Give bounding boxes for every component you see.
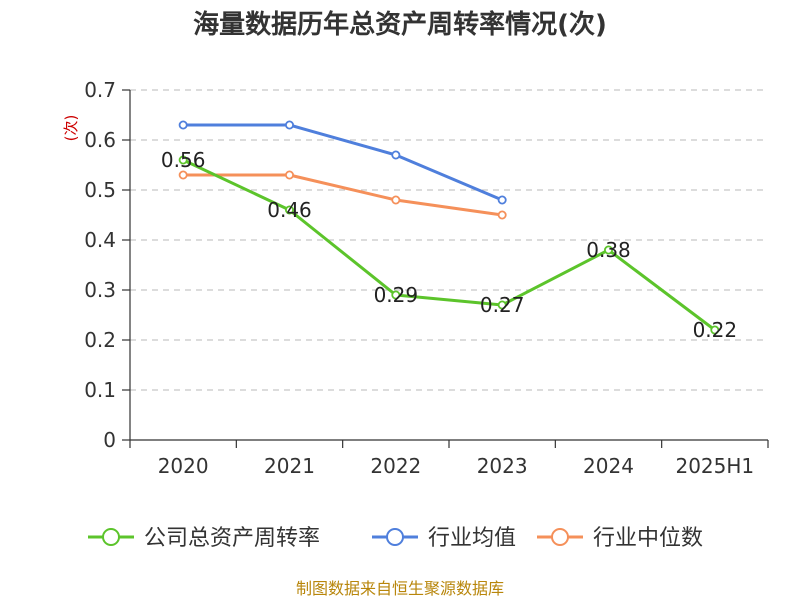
data-point (178, 170, 188, 180)
y-tick-label: 0.7 (84, 78, 116, 102)
y-tick-label: 0.4 (84, 228, 116, 252)
x-tick-label: 2021 (264, 454, 315, 478)
legend-swatch-marker (102, 528, 120, 546)
data-label: 0.38 (586, 238, 631, 262)
y-tick-label: 0.3 (84, 278, 116, 302)
y-tick-label: 0.2 (84, 328, 116, 352)
source-note: 制图数据来自恒生聚源数据库 (296, 579, 504, 598)
y-tick-label: 0.1 (84, 378, 116, 402)
grid (130, 89, 768, 391)
x-tick-label: 2023 (477, 454, 528, 478)
x-tick-label: 2024 (583, 454, 634, 478)
y-tick-label: 0 (103, 428, 116, 452)
y-tick-label: 0.6 (84, 128, 116, 152)
data-point (284, 170, 294, 180)
data-point (284, 205, 294, 215)
x-tick-label: 2025H1 (675, 454, 754, 478)
data-label: 0.29 (374, 283, 419, 307)
data-point (497, 300, 507, 310)
data-point (391, 195, 401, 205)
data-labels: 0.56 0.46 0.29 0.27 0.38 0.22 (161, 148, 737, 342)
data-point (604, 245, 614, 255)
legend-label: 行业均值 (428, 526, 516, 551)
legend-swatch-marker (386, 528, 404, 546)
data-point (391, 290, 401, 300)
series-line (182, 158, 716, 332)
chart-title: 海量数据历年总资产周转率情况(次) (193, 9, 607, 40)
y-tick-labels: 0 0.1 0.2 0.3 0.4 0.5 0.6 0.7 (84, 78, 116, 452)
series-line (183, 173, 503, 217)
legend-label: 公司总资产周转率 (144, 526, 320, 551)
x-tick-label: 2022 (370, 454, 421, 478)
x-tick-label: 2020 (158, 454, 209, 478)
data-point (497, 195, 507, 205)
data-point (284, 120, 294, 130)
x-tick-labels: 2020 2021 2022 2023 2024 2025H1 (158, 454, 754, 478)
data-label: 0.27 (480, 293, 525, 317)
data-point (391, 150, 401, 160)
series-line (183, 123, 503, 202)
legend-swatch-marker (551, 528, 569, 546)
y-axis-label: (次) (62, 115, 80, 142)
data-point (497, 210, 507, 220)
data-point (710, 325, 720, 335)
axes (122, 89, 769, 448)
legend: 公司总资产周转率 行业均值 行业中位数 (88, 526, 703, 551)
data-point (178, 155, 188, 165)
data-point (178, 120, 188, 130)
data-label: 0.22 (693, 318, 738, 342)
series-lines (178, 120, 720, 335)
y-tick-label: 0.5 (84, 178, 116, 202)
data-label: 0.46 (267, 198, 312, 222)
data-label: 0.56 (161, 148, 206, 172)
legend-label: 行业中位数 (593, 526, 703, 551)
